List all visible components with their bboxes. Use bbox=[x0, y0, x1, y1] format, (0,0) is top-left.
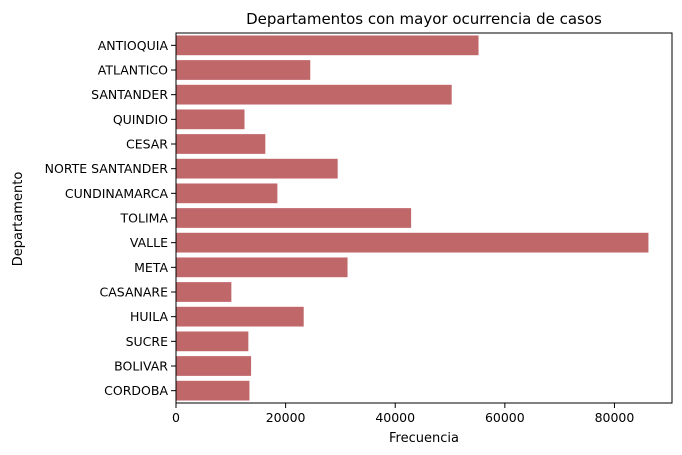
plot-area: ANTIOQUIA ATLANTICO SANTANDER QUINDIO CESAR N… bbox=[45, 32, 673, 425]
bar-cordoba bbox=[176, 380, 250, 401]
bar-antioquia bbox=[176, 35, 479, 56]
x-tick-label: 80000 bbox=[595, 410, 635, 425]
bar-huila bbox=[176, 306, 304, 327]
y-axis-label: Departamento bbox=[11, 172, 26, 267]
y-tick-label: CORDOBA bbox=[104, 383, 168, 398]
bar-atlantico bbox=[176, 60, 311, 80]
bar-casanare bbox=[176, 282, 232, 302]
y-tick-label: CUNDINAMARCA bbox=[65, 186, 169, 201]
x-tick-label: 60000 bbox=[485, 410, 525, 425]
y-tick-label: VALLE bbox=[130, 235, 168, 250]
bar-cundinamarca bbox=[176, 183, 278, 204]
bar-cesar bbox=[176, 134, 266, 154]
plot-frame bbox=[175, 32, 673, 404]
x-tick-label: 40000 bbox=[375, 410, 415, 425]
y-tick-label: CESAR bbox=[126, 137, 168, 152]
y-tick-label: HUILA bbox=[130, 309, 168, 324]
x-axis-label: Frecuencia bbox=[389, 431, 459, 446]
bar-quindio bbox=[176, 109, 245, 130]
chart-title: Departamentos con mayor ocurrencia de ca… bbox=[246, 10, 602, 28]
y-tick-label: ANTIOQUIA bbox=[98, 38, 169, 53]
y-tick-label: QUINDIO bbox=[113, 112, 168, 127]
bar-norte-santander bbox=[176, 158, 338, 179]
bar-meta bbox=[176, 257, 348, 278]
y-tick-label: NORTE SANTANDER bbox=[45, 161, 169, 176]
y-tick-label: META bbox=[134, 260, 168, 275]
bar-sucre bbox=[176, 331, 249, 352]
y-tick-label: ATLANTICO bbox=[98, 63, 168, 78]
x-tick-label: 0 bbox=[172, 410, 180, 425]
bar-santander bbox=[176, 84, 452, 105]
bar-tolima bbox=[176, 208, 412, 228]
y-tick-label: SANTANDER bbox=[91, 87, 168, 102]
y-tick-label: CASANARE bbox=[100, 285, 169, 300]
bar-valle bbox=[176, 232, 649, 253]
y-tick-label: SUCRE bbox=[126, 334, 168, 349]
y-tick-label: BOLIVAR bbox=[114, 359, 168, 374]
y-tick-label: TOLIMA bbox=[120, 211, 169, 226]
x-tick-label: 20000 bbox=[266, 410, 306, 425]
bar-bolivar bbox=[176, 356, 252, 376]
